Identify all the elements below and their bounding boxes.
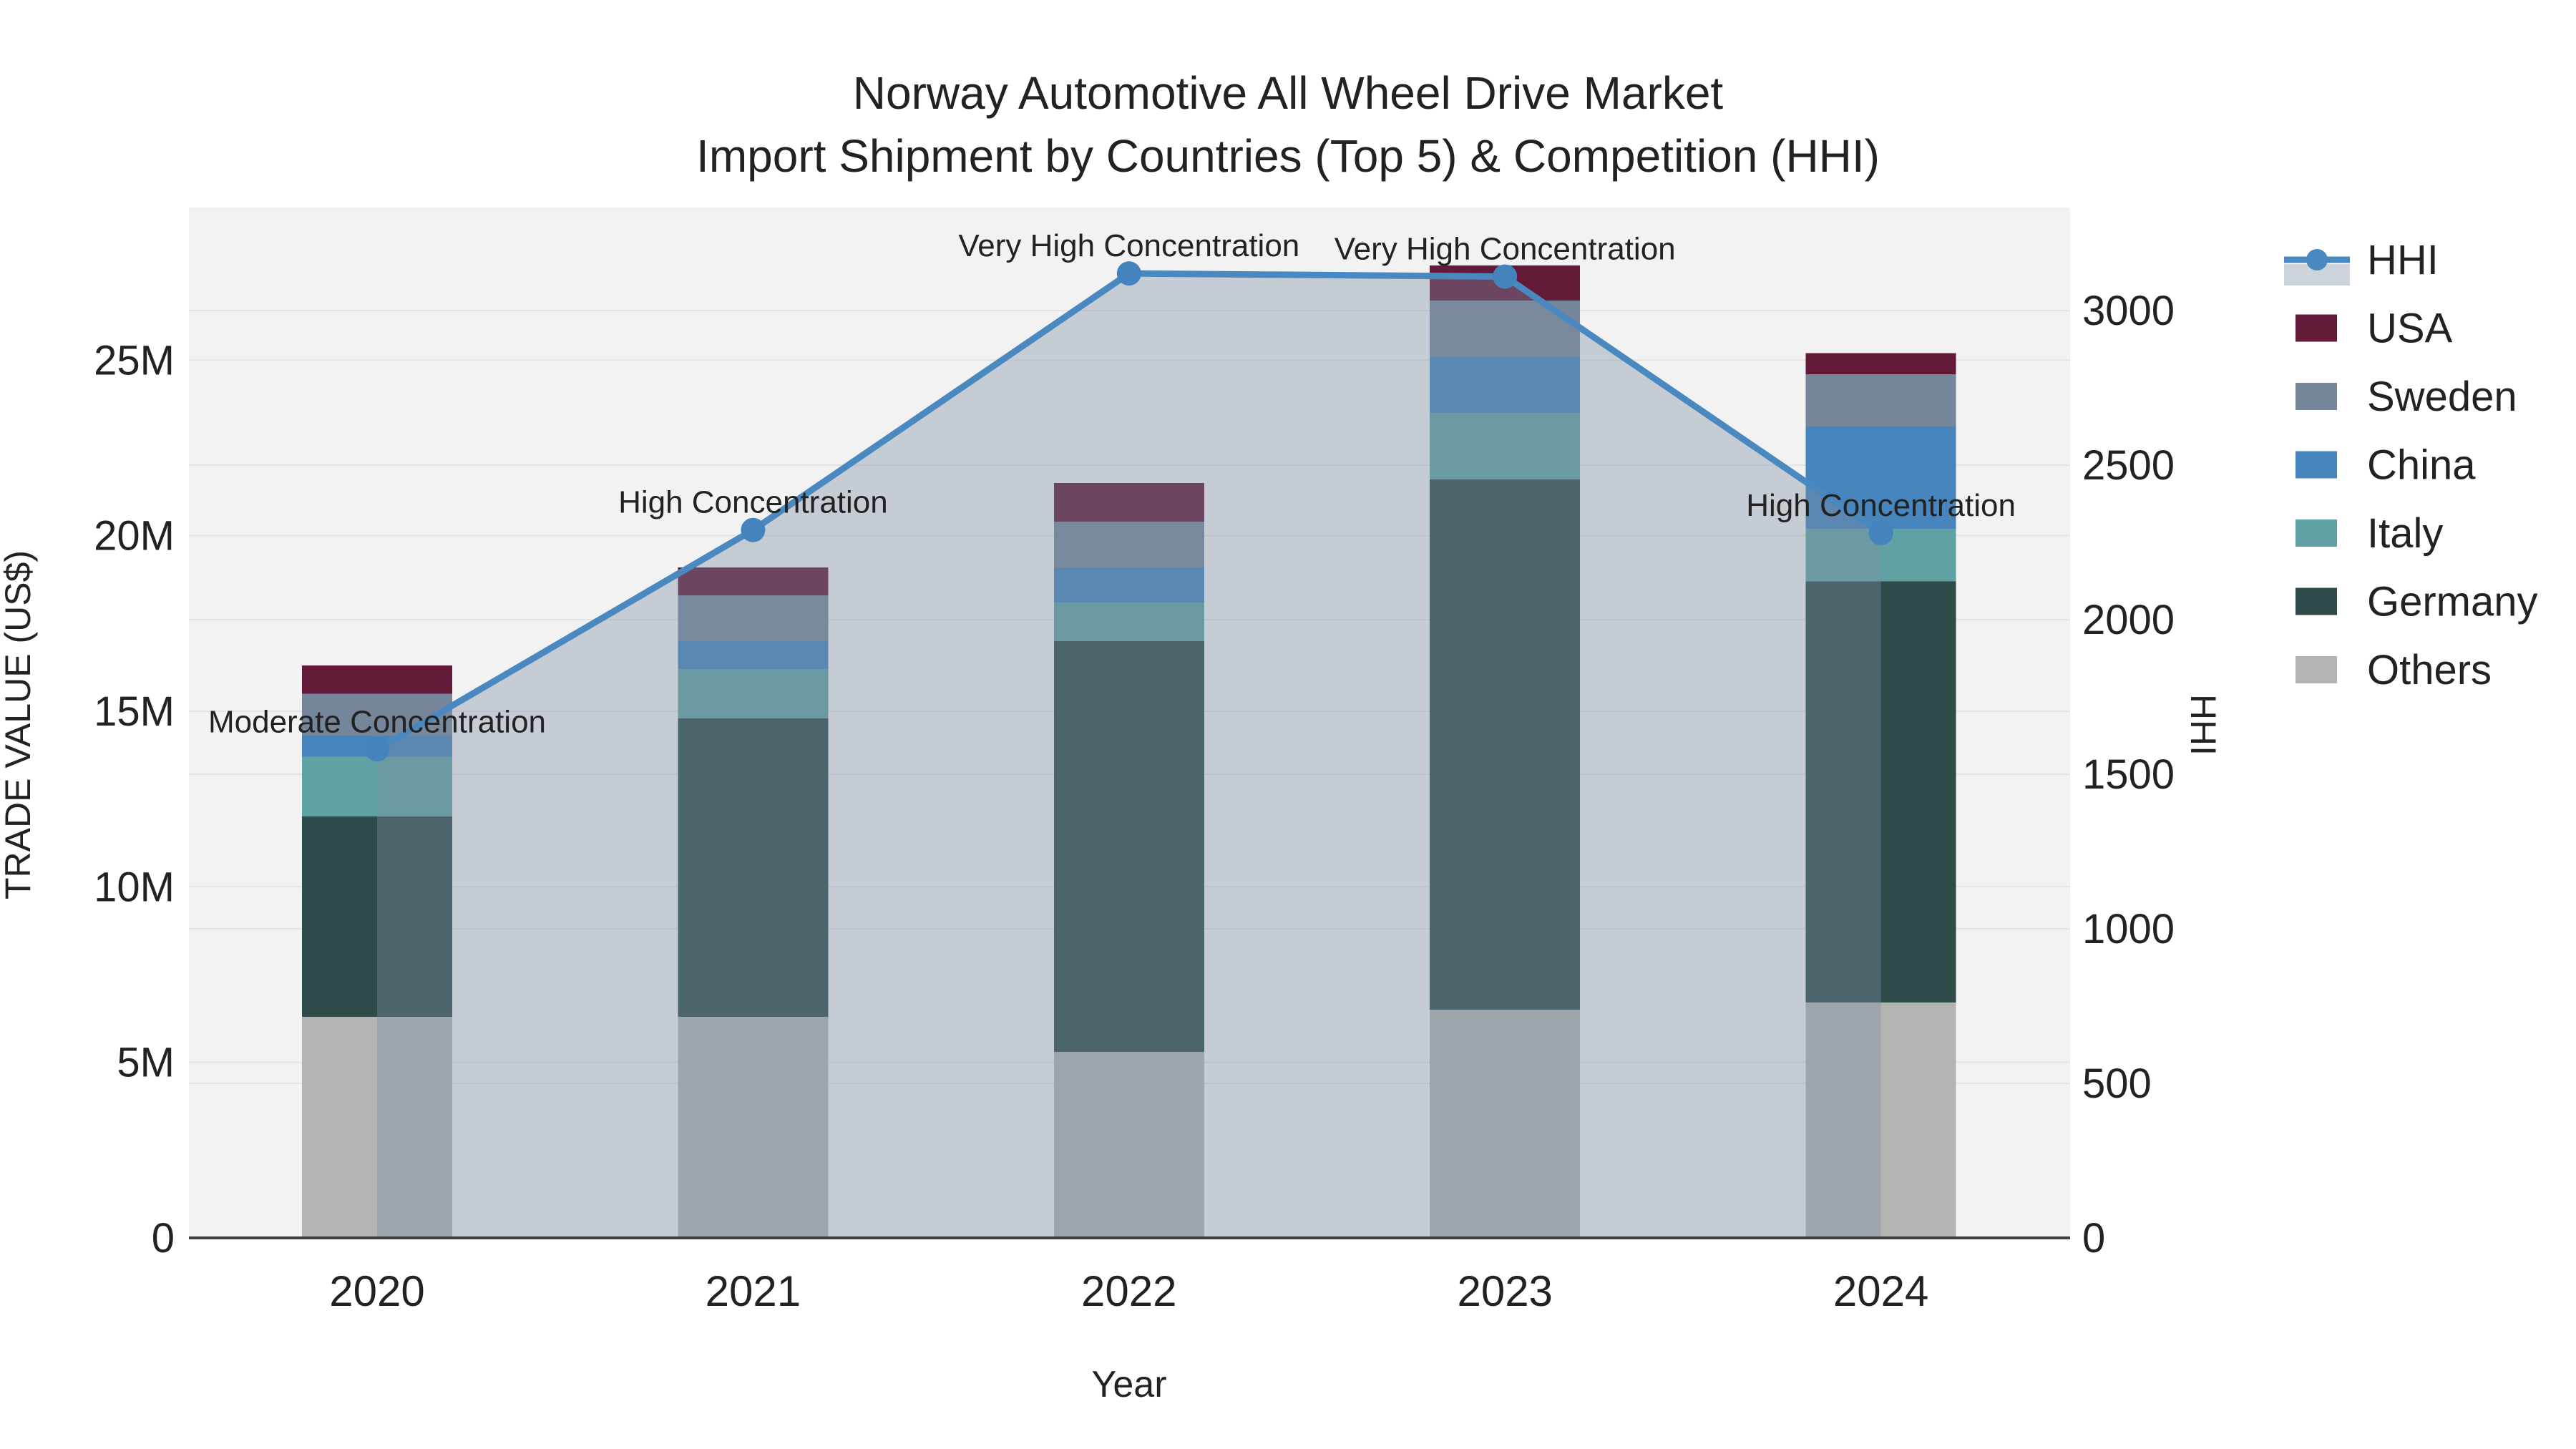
bar-segment-china-2024 — [1805, 426, 1956, 529]
chart-title-line1: Norway Automotive All Wheel Drive Market — [853, 67, 1724, 119]
annotation-2020: Moderate Concentration — [208, 704, 546, 739]
bar-segment-germany-2023 — [1430, 479, 1581, 1010]
legend-label: USA — [2367, 306, 2453, 352]
bar-segment-usa-2024 — [1805, 353, 1956, 374]
annotation-2023: Very High Concentration — [1335, 231, 1676, 266]
bar-segment-others-2022 — [1053, 1051, 1204, 1238]
bar-segment-usa-2022 — [1053, 482, 1204, 522]
legend-label: Italy — [2367, 510, 2443, 557]
hhi-area — [377, 273, 1881, 1238]
left-tick-label-10M: 10M — [94, 864, 175, 910]
right-tick-label-3000: 3000 — [2082, 288, 2175, 334]
bar-segment-germany-2024 — [1805, 581, 1956, 1003]
legend-color-swatch — [2296, 519, 2337, 547]
x-axis-title: Year — [1091, 1364, 1166, 1405]
legend-label: Sweden — [2367, 374, 2517, 420]
legend-item-italy[interactable]: Italy — [2296, 510, 2443, 557]
legend-item-germany[interactable]: Germany — [2296, 579, 2538, 625]
legend-color-swatch — [2296, 451, 2337, 479]
legend-item-usa[interactable]: USA — [2296, 306, 2453, 352]
legend-item-sweden[interactable]: Sweden — [2296, 374, 2517, 420]
right-tick-label-0: 0 — [2082, 1215, 2105, 1262]
bar-segment-sweden-2022 — [1053, 521, 1204, 567]
left-axis-title: TRADE VALUE (US$) — [0, 550, 38, 899]
x-tick-label-2024: 2024 — [1833, 1267, 1928, 1315]
legend-color-swatch — [2296, 383, 2337, 410]
right-axis-title: HHI — [2183, 694, 2223, 756]
bar-segment-china-2021 — [678, 640, 829, 670]
x-tick-label-2022: 2022 — [1081, 1267, 1176, 1315]
left-tick-label-15M: 15M — [94, 688, 175, 735]
legend-line-marker — [2306, 249, 2328, 270]
tick-labels-group: 0 5M 10M 15M 20M 25M 0 500 1000 1500 2000 2500 3000 2… — [94, 288, 2175, 1315]
legend-color-swatch — [2296, 656, 2337, 683]
bar-segment-italy-2023 — [1430, 412, 1581, 480]
left-tick-label-0: 0 — [152, 1215, 175, 1262]
hhi-marker-2023 — [1493, 264, 1518, 289]
hhi-line-group — [365, 261, 1893, 762]
bar-segment-germany-2021 — [678, 718, 829, 1017]
right-tick-label-2000: 2000 — [2082, 597, 2175, 643]
bar-segment-usa-2021 — [678, 567, 829, 596]
bar-segment-others-2024 — [1805, 1002, 1956, 1238]
legend-item-others[interactable]: Others — [2296, 647, 2492, 693]
bar-segment-others-2023 — [1430, 1010, 1581, 1238]
bar-segment-others-2020 — [302, 1016, 452, 1238]
bar-segment-usa-2020 — [302, 665, 452, 694]
annotation-2021: High Concentration — [618, 485, 888, 520]
legend-color-swatch — [2296, 587, 2337, 615]
annotation-2022: Very High Concentration — [958, 228, 1299, 263]
x-tick-label-2023: 2023 — [1457, 1267, 1552, 1315]
bar-segment-sweden-2020 — [302, 693, 452, 736]
right-tick-label-2500: 2500 — [2082, 442, 2175, 489]
bar-segment-china-2023 — [1430, 356, 1581, 413]
x-tick-label-2021: 2021 — [706, 1267, 801, 1315]
bar-segment-others-2021 — [678, 1016, 829, 1238]
bar-segment-italy-2020 — [302, 756, 452, 817]
legend-group: HHI USA Sweden China Italy Germany Others — [2284, 237, 2538, 693]
bar-segment-sweden-2024 — [1805, 374, 1956, 427]
bars-group — [302, 265, 1956, 1238]
bar-segment-italy-2022 — [1053, 602, 1204, 641]
left-tick-label-25M: 25M — [94, 337, 175, 384]
right-tick-label-1000: 1000 — [2082, 906, 2175, 952]
right-tick-label-1500: 1500 — [2082, 751, 2175, 798]
x-tick-label-2020: 2020 — [329, 1267, 424, 1315]
hhi-marker-2020 — [365, 737, 389, 762]
left-tick-label-20M: 20M — [94, 513, 175, 560]
annotation-2024: High Concentration — [1746, 488, 2016, 523]
legend-label: Germany — [2367, 579, 2538, 625]
legend-item-china[interactable]: China — [2296, 442, 2476, 489]
hhi-marker-2021 — [741, 517, 766, 542]
hhi-area-group — [377, 273, 1881, 1238]
bar-segment-sweden-2021 — [678, 595, 829, 641]
bar-segment-germany-2020 — [302, 816, 452, 1017]
legend-label: China — [2367, 442, 2476, 489]
left-tick-label-5M: 5M — [117, 1040, 175, 1086]
legend-label: HHI — [2367, 237, 2439, 283]
hhi-marker-2022 — [1116, 261, 1141, 286]
chart-title-line2: Import Shipment by Countries (Top 5) & C… — [696, 130, 1880, 182]
legend-label: Others — [2367, 647, 2492, 693]
legend-item-hhi[interactable]: HHI — [2284, 237, 2439, 286]
annotations-group: Moderate Concentration High Concentration… — [208, 228, 2016, 739]
right-tick-label-500: 500 — [2082, 1060, 2152, 1107]
bar-segment-germany-2022 — [1053, 640, 1204, 1052]
bar-segment-italy-2021 — [678, 669, 829, 718]
hhi-marker-2024 — [1868, 521, 1893, 546]
bar-segment-china-2022 — [1053, 567, 1204, 602]
legend-color-swatch — [2296, 314, 2337, 342]
